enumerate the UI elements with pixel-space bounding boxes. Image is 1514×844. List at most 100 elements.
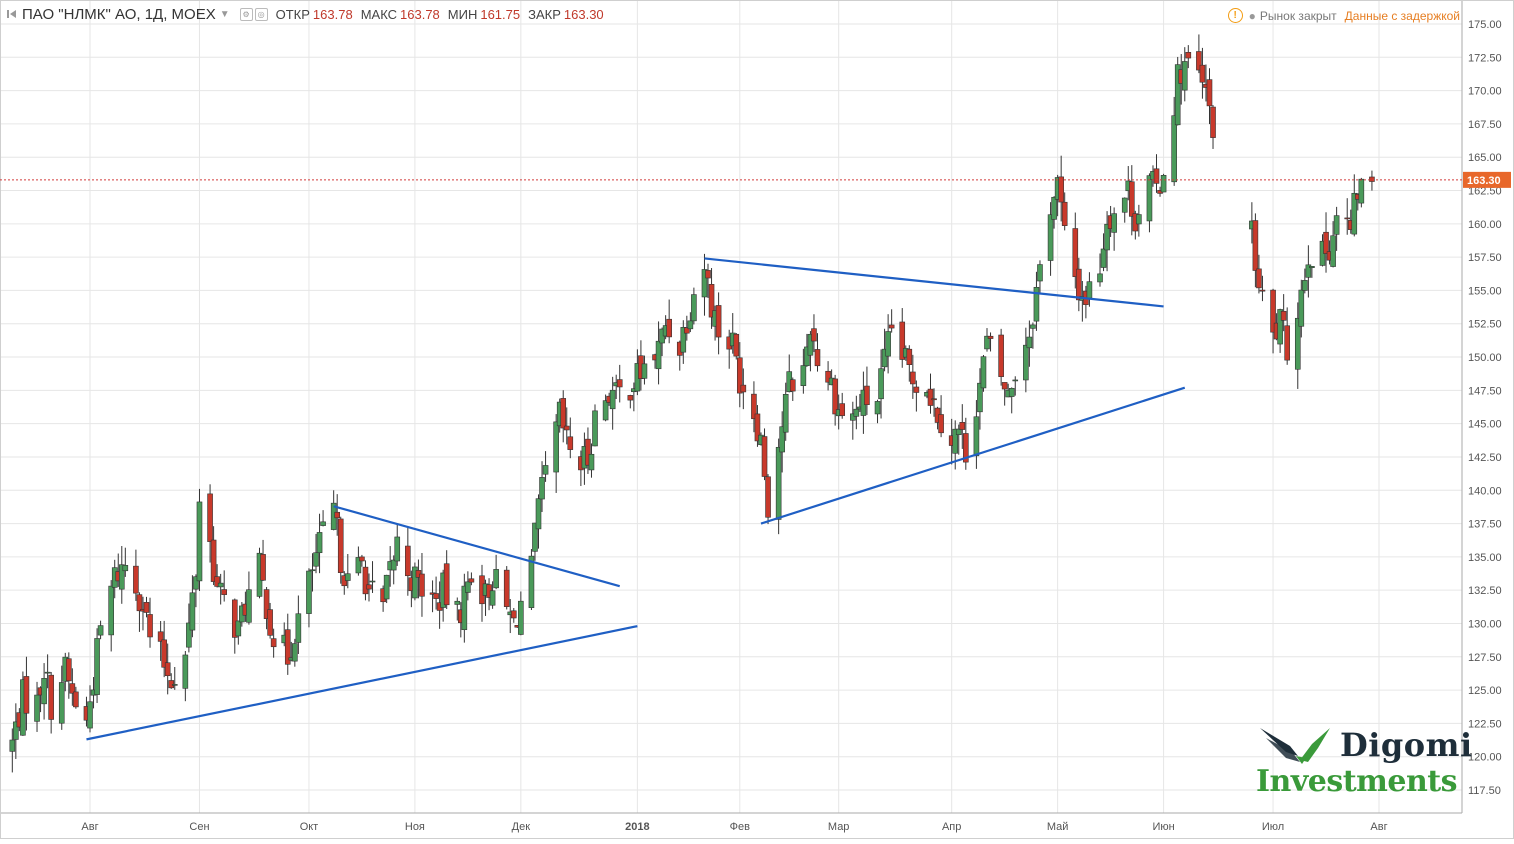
y-tick-label: 172.50 xyxy=(1468,52,1502,64)
last-price-label: 163.30 xyxy=(1467,175,1501,187)
candle-body xyxy=(736,357,743,394)
candle-body xyxy=(666,318,672,338)
candle-body xyxy=(740,384,747,393)
candle-body xyxy=(1136,214,1142,225)
candle-body xyxy=(1358,178,1365,204)
trendlines[interactable] xyxy=(86,257,1186,741)
candle-body xyxy=(1160,174,1167,193)
x-tick-label: Дек xyxy=(512,821,531,833)
candle-body xyxy=(366,584,372,590)
candle-body xyxy=(754,413,761,442)
chevron-down-icon[interactable]: ▼ xyxy=(219,8,230,20)
candle-body xyxy=(684,327,690,334)
candle-body xyxy=(782,394,789,433)
y-tick-label: 145.00 xyxy=(1468,419,1502,431)
candle-body xyxy=(609,389,616,410)
candle-body xyxy=(715,305,722,338)
candle-body xyxy=(910,371,916,385)
candle-body xyxy=(217,582,224,588)
candle-body xyxy=(210,539,217,582)
candle-body xyxy=(874,401,881,415)
x-tick-label: Май xyxy=(1047,821,1069,833)
market-status-text: Рынок закрыт xyxy=(1259,8,1337,23)
candle-body xyxy=(955,428,962,435)
candle-body xyxy=(390,559,397,571)
candle-body xyxy=(708,284,715,318)
candle-body xyxy=(691,294,697,322)
candle-body xyxy=(122,565,129,572)
candle-body xyxy=(443,563,450,606)
trendline xyxy=(704,257,1164,308)
candle-body xyxy=(147,614,153,638)
candle-body xyxy=(775,446,782,520)
candle-body xyxy=(1100,248,1107,268)
high-value: 163.78 xyxy=(400,6,440,22)
candle-body xyxy=(161,639,167,668)
data-delay-link[interactable]: Данные с задержкой xyxy=(1344,8,1460,23)
last-price-tag xyxy=(1463,171,1511,188)
candle-body xyxy=(789,379,796,392)
candle-body xyxy=(292,643,298,662)
candle-body xyxy=(1051,196,1057,220)
candle-body xyxy=(832,378,838,415)
candle-body xyxy=(1199,64,1206,83)
candle-body xyxy=(214,576,220,587)
candle-body xyxy=(66,658,72,682)
candle-body xyxy=(585,438,591,466)
brand-logo: Digomi Investments xyxy=(1256,722,1472,802)
candle-body xyxy=(1047,214,1054,261)
candle-body xyxy=(1086,281,1093,299)
candle-body xyxy=(528,555,535,608)
status-dot-icon: ● xyxy=(1248,8,1256,23)
candle-body xyxy=(1171,115,1177,183)
candle-body xyxy=(1252,220,1259,271)
candle-body xyxy=(655,340,662,370)
close-label: ЗАКР xyxy=(528,6,561,22)
candle-body xyxy=(1058,176,1064,203)
y-tick-label: 135.00 xyxy=(1468,552,1502,564)
candle-body xyxy=(383,574,390,600)
x-tick-label: Фев xyxy=(730,821,750,833)
candle-body xyxy=(136,594,143,612)
candle-body xyxy=(454,600,461,605)
hide-icon[interactable]: ◎ xyxy=(254,7,268,21)
symbol-selector[interactable]: ПАО "НЛМК" АО, 1Д, MOEX ▼ xyxy=(6,6,230,23)
candle-body xyxy=(952,428,959,454)
candle-body xyxy=(182,654,189,689)
settings-icon[interactable]: ⚙ xyxy=(239,7,253,21)
candle-body xyxy=(510,610,517,619)
candle-body xyxy=(751,393,757,420)
close-value: 163.30 xyxy=(563,6,604,22)
candle-body xyxy=(1323,231,1329,254)
candle-body xyxy=(419,573,425,597)
candle-body xyxy=(1256,268,1262,289)
candle-body xyxy=(542,465,549,475)
x-tick-label: 2018 xyxy=(625,821,649,833)
candle-body xyxy=(680,327,687,353)
candle-body xyxy=(1277,309,1283,345)
candle-body xyxy=(69,683,76,694)
candle-body xyxy=(1280,310,1287,321)
grid xyxy=(0,0,1462,813)
candle-body xyxy=(959,422,966,430)
y-tick-label: 117.50 xyxy=(1468,785,1501,797)
symbol-title[interactable]: ПАО "НЛМК" АО, 1Д, MOEX xyxy=(22,5,216,23)
candle-body xyxy=(48,674,54,720)
warning-icon[interactable]: ! xyxy=(1227,8,1243,23)
candle-body xyxy=(196,501,203,582)
candle-body xyxy=(825,370,831,383)
collapse-icon[interactable] xyxy=(6,8,18,20)
candle-body xyxy=(1196,51,1202,71)
x-tick-label: Сен xyxy=(189,821,209,833)
candle-body xyxy=(1012,379,1019,382)
candle-body xyxy=(1284,325,1290,361)
market-status: ! ● Рынок закрыт Данные с задержкой xyxy=(1227,8,1460,23)
candle-body xyxy=(1369,176,1375,182)
candle-body xyxy=(433,593,439,599)
x-tick-label: Мар xyxy=(828,821,850,833)
candle-body xyxy=(1330,235,1336,267)
candle-body xyxy=(888,324,895,329)
candle-body xyxy=(412,566,418,599)
